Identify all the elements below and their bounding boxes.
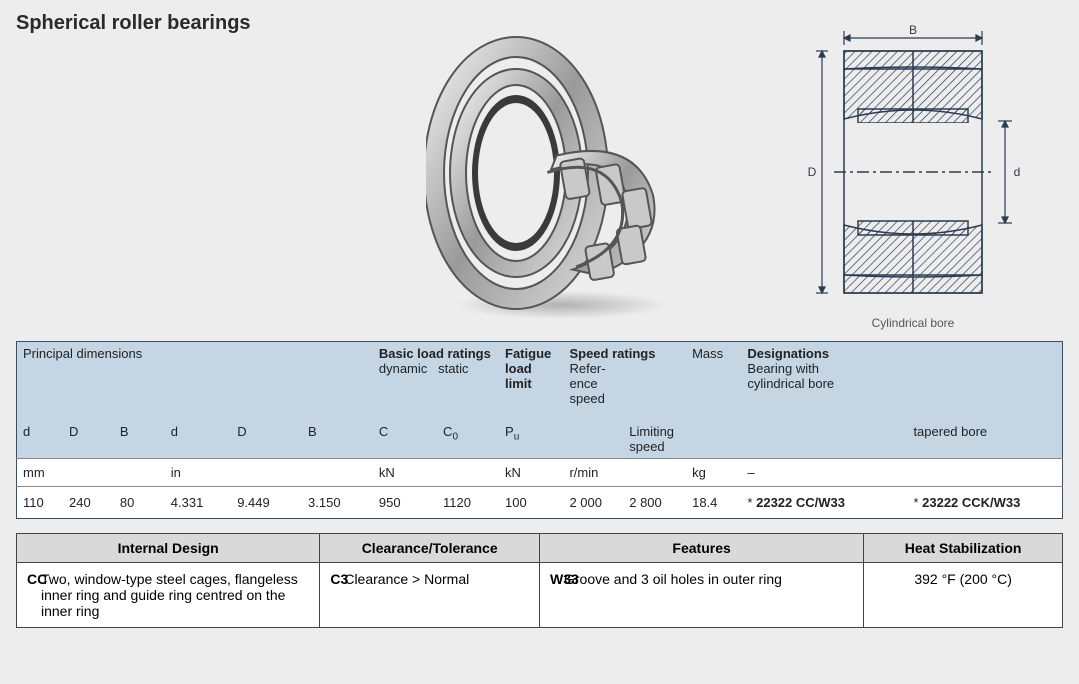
schematic-caption: Cylindrical bore (793, 316, 1033, 330)
group-speed: Speed ratings (569, 346, 655, 361)
features-text: Groove and 3 oil holes in outer ring (564, 571, 782, 587)
properties-table: Internal Design Clearance/Tolerance Feat… (16, 533, 1063, 628)
clearance-code: C3 (330, 571, 336, 587)
dim-D-label: D (808, 165, 817, 179)
header-heat: Heat Stabilization (864, 534, 1063, 563)
features-code: W33 (550, 571, 556, 587)
schematic-diagram: B D d (793, 23, 1033, 333)
hero-row: B D d (16, 23, 1063, 333)
group-mass: Mass (686, 342, 741, 411)
internal-code: CC (27, 571, 33, 619)
header-clearance: Clearance/Tolerance (320, 534, 540, 563)
header-features: Features (539, 534, 863, 563)
dim-d-label: d (1014, 165, 1021, 179)
heat-text: 392 °F (200 °C) (864, 563, 1063, 628)
dim-B-label: B (909, 23, 917, 37)
group-principal: Principal dimensions (17, 342, 373, 411)
clearance-text: Clearance > Normal (344, 571, 469, 587)
internal-text: Two, window-type steel cages, flangeless… (41, 571, 309, 619)
group-designations: Designations (747, 346, 829, 361)
group-basic-load: Basic load ratings (379, 346, 491, 361)
spec-table: Principal dimensions Basic load ratings … (16, 341, 1063, 519)
group-fatigue: Fatigue load limit (505, 346, 551, 391)
bearing-illustration (426, 33, 676, 323)
header-internal-design: Internal Design (17, 534, 320, 563)
